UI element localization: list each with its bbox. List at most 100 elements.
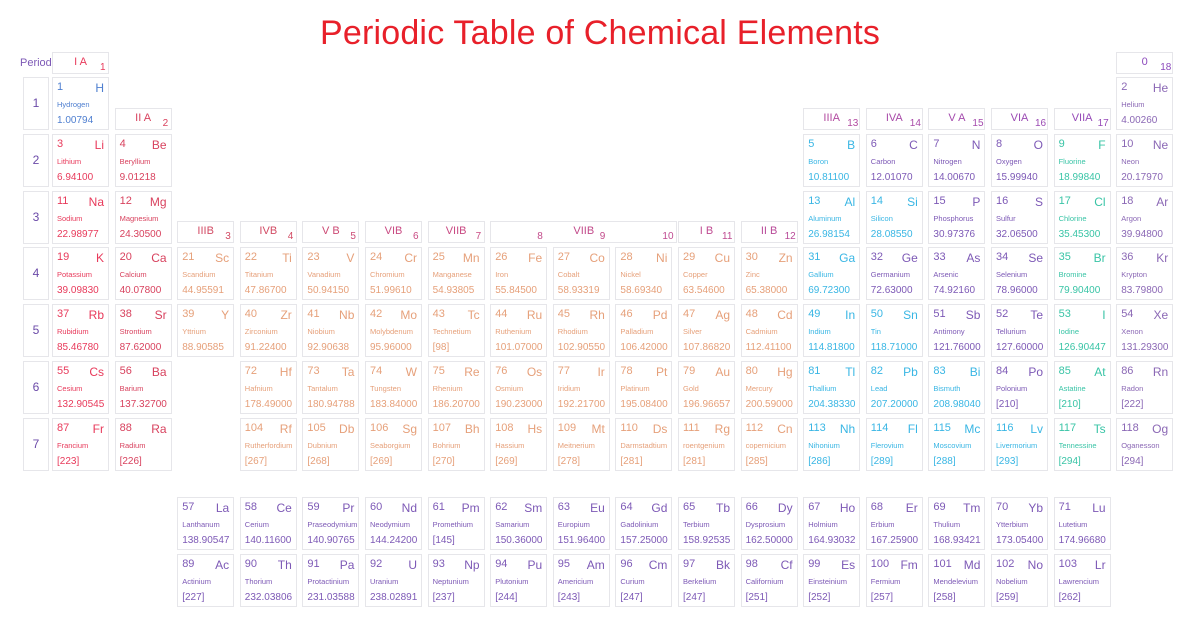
- element-cell-kr[interactable]: 36 Kr Krypton 83.79800: [1116, 247, 1174, 301]
- element-cell-bi[interactable]: 83 Bi Bismuth 208.98040: [928, 361, 986, 414]
- element-cell-rn[interactable]: 86 Rn Radon [222]: [1116, 361, 1174, 414]
- element-cell-cl[interactable]: 17 Cl Chlorine 35.45300: [1053, 190, 1111, 244]
- element-cell-p[interactable]: 15 P Phosphorus 30.97376: [928, 190, 986, 244]
- element-cell-nb[interactable]: 41 Nb Niobium 92.90638: [302, 304, 360, 358]
- element-cell-og[interactable]: 118 Og Oganesson [294]: [1116, 417, 1174, 471]
- element-cell-sr[interactable]: 38 Sr Strontium 87.62000: [114, 304, 172, 358]
- element-cell-mt[interactable]: 109 Mt Meitnerium [278]: [552, 417, 610, 471]
- element-cell-hs[interactable]: 108 Hs Hassium [269]: [490, 417, 548, 471]
- element-cell-lr[interactable]: 103 Lr Lawrencium [262]: [1053, 554, 1111, 607]
- element-cell-na[interactable]: 11 Na Sodium 22.98977: [52, 190, 109, 244]
- element-cell-th[interactable]: 90 Th Thorium 232.03806: [239, 554, 297, 607]
- element-cell-po[interactable]: 84 Po Polonium [210]: [991, 361, 1048, 414]
- element-cell-w[interactable]: 74 W Tungsten 183.84000: [365, 361, 422, 414]
- element-cell-ts[interactable]: 117 Ts Tennessine [294]: [1053, 417, 1111, 471]
- element-cell-te[interactable]: 52 Te Tellurium 127.60000: [991, 304, 1048, 358]
- element-cell-bh[interactable]: 107 Bh Bohrium [270]: [427, 417, 485, 471]
- element-cell-ac[interactable]: 89 Ac Actinium [227]: [177, 554, 235, 607]
- element-cell-v[interactable]: 23 V Vanadium 50.94150: [302, 247, 360, 301]
- element-cell-md[interactable]: 101 Md Mendelevium [258]: [928, 554, 986, 607]
- element-cell-sn[interactable]: 50 Sn Tin 118.71000: [865, 304, 923, 358]
- element-cell-fm[interactable]: 100 Fm Fermium [257]: [865, 554, 923, 607]
- element-cell-la[interactable]: 57 La Lanthanum 138.90547: [177, 497, 235, 550]
- element-cell-pu[interactable]: 94 Pu Plutonium [244]: [490, 554, 548, 607]
- element-cell-es[interactable]: 99 Es Einsteinium [252]: [803, 554, 861, 607]
- element-cell-sb[interactable]: 51 Sb Antimony 121.76000: [928, 304, 986, 358]
- element-cell-sm[interactable]: 62 Sm Samarium 150.36000: [490, 497, 548, 550]
- element-cell-he[interactable]: 2 He Helium 4.00260: [1116, 77, 1174, 130]
- element-cell-am[interactable]: 95 Am Americium [243]: [552, 554, 610, 607]
- element-cell-be[interactable]: 4 Be Beryllium 9.01218: [114, 133, 172, 187]
- element-cell-sc[interactable]: 21 Sc Scandium 44.95591: [177, 247, 235, 301]
- element-cell-fr[interactable]: 87 Fr Francium [223]: [52, 417, 109, 471]
- element-cell-mo[interactable]: 42 Mo Molybdenum 95.96000: [365, 304, 422, 358]
- element-cell-ra[interactable]: 88 Ra Radium [226]: [114, 417, 172, 471]
- element-cell-rh[interactable]: 45 Rh Rhodium 102.90550: [552, 304, 610, 358]
- element-cell-sg[interactable]: 106 Sg Seaborgium [269]: [365, 417, 422, 471]
- element-cell-dy[interactable]: 66 Dy Dysprosium 162.50000: [740, 497, 798, 550]
- element-cell-u[interactable]: 92 U Uranium 238.02891: [365, 554, 422, 607]
- element-cell-gd[interactable]: 64 Gd Gadolinium 157.25000: [615, 497, 673, 550]
- element-cell-si[interactable]: 14 Si Silicon 28.08550: [865, 190, 923, 244]
- element-cell-ge[interactable]: 32 Ge Germanium 72.63000: [865, 247, 923, 301]
- element-cell-ca[interactable]: 20 Ca Calcium 40.07800: [114, 247, 172, 301]
- element-cell-al[interactable]: 13 Al Aluminum 26.98154: [803, 190, 861, 244]
- element-cell-s[interactable]: 16 S Sulfur 32.06500: [991, 190, 1048, 244]
- element-cell-k[interactable]: 19 K Potassium 39.09830: [52, 247, 109, 301]
- element-cell-o[interactable]: 8 O Oxygen 15.99940: [991, 133, 1048, 187]
- element-cell-i[interactable]: 53 I Iodine 126.90447: [1053, 304, 1111, 358]
- element-cell-hg[interactable]: 80 Hg Mercury 200.59000: [740, 361, 798, 414]
- element-cell-pm[interactable]: 61 Pm Promethium [145]: [427, 497, 485, 550]
- element-cell-ni[interactable]: 28 Ni Nickel 58.69340: [615, 247, 673, 301]
- element-cell-fe[interactable]: 26 Fe Iron 55.84500: [490, 247, 548, 301]
- element-cell-mg[interactable]: 12 Mg Magnesium 24.30500: [114, 190, 172, 244]
- element-cell-h[interactable]: 1 H Hydrogen 1.00794: [52, 77, 109, 130]
- element-cell-ho[interactable]: 67 Ho Holmium 164.93032: [803, 497, 861, 550]
- element-cell-mc[interactable]: 115 Mc Moscovium [288]: [928, 417, 986, 471]
- element-cell-ce[interactable]: 58 Ce Cerium 140.11600: [239, 497, 297, 550]
- element-cell-ta[interactable]: 73 Ta Tantalum 180.94788: [302, 361, 360, 414]
- element-cell-no[interactable]: 102 No Nobelium [259]: [991, 554, 1048, 607]
- element-cell-re[interactable]: 75 Re Rhenium 186.20700: [427, 361, 485, 414]
- element-cell-nh[interactable]: 113 Nh Nihonium [286]: [803, 417, 861, 471]
- element-cell-in[interactable]: 49 In Indium 114.81800: [803, 304, 861, 358]
- element-cell-pa[interactable]: 91 Pa Protactinium 231.03588: [302, 554, 360, 607]
- element-cell-zn[interactable]: 30 Zn Zinc 65.38000: [740, 247, 798, 301]
- element-cell-c[interactable]: 6 C Carbon 12.01070: [865, 133, 923, 187]
- element-cell-pd[interactable]: 46 Pd Palladium 106.42000: [615, 304, 673, 358]
- element-cell-br[interactable]: 35 Br Bromine 79.90400: [1053, 247, 1111, 301]
- element-cell-np[interactable]: 93 Np Neptunium [237]: [427, 554, 485, 607]
- element-cell-tl[interactable]: 81 Tl Thallium 204.38330: [803, 361, 861, 414]
- element-cell-ar[interactable]: 18 Ar Argon 39.94800: [1116, 190, 1174, 244]
- element-cell-at[interactable]: 85 At Astatine [210]: [1053, 361, 1111, 414]
- element-cell-cs[interactable]: 55 Cs Cesium 132.90545: [52, 361, 109, 414]
- element-cell-b[interactable]: 5 B Boron 10.81100: [803, 133, 861, 187]
- element-cell-se[interactable]: 34 Se Selenium 78.96000: [991, 247, 1048, 301]
- element-cell-ag[interactable]: 47 Ag Silver 107.86820: [678, 304, 735, 358]
- element-cell-as[interactable]: 33 As Arsenic 74.92160: [928, 247, 986, 301]
- element-cell-db[interactable]: 105 Db Dubnium [268]: [302, 417, 360, 471]
- element-cell-rb[interactable]: 37 Rb Rubidium 85.46780: [52, 304, 109, 358]
- element-cell-cd[interactable]: 48 Cd Cadmium 112.41100: [740, 304, 798, 358]
- element-cell-cr[interactable]: 24 Cr Chromium 51.99610: [365, 247, 422, 301]
- element-cell-ga[interactable]: 31 Ga Gallium 69.72300: [803, 247, 861, 301]
- element-cell-nd[interactable]: 60 Nd Neodymium 144.24200: [365, 497, 422, 550]
- element-cell-rf[interactable]: 104 Rf Rutherfordium [267]: [239, 417, 297, 471]
- element-cell-yb[interactable]: 70 Yb Ytterbium 173.05400: [991, 497, 1048, 550]
- element-cell-rg[interactable]: 111 Rg roentgenium [281]: [678, 417, 735, 471]
- element-cell-f[interactable]: 9 F Fluorine 18.99840: [1053, 133, 1111, 187]
- element-cell-fl[interactable]: 114 Fl Flerovium [289]: [865, 417, 923, 471]
- element-cell-ba[interactable]: 56 Ba Barium 137.32700: [114, 361, 172, 414]
- element-cell-os[interactable]: 76 Os Osmium 190.23000: [490, 361, 548, 414]
- element-cell-bk[interactable]: 97 Bk Berkelium [247]: [678, 554, 735, 607]
- element-cell-pt[interactable]: 78 Pt Platinum 195.08400: [615, 361, 673, 414]
- element-cell-ds[interactable]: 110 Ds Darmstadtium [281]: [615, 417, 673, 471]
- element-cell-eu[interactable]: 63 Eu Europium 151.96400: [552, 497, 610, 550]
- element-cell-tb[interactable]: 65 Tb Terbium 158.92535: [678, 497, 735, 550]
- element-cell-ru[interactable]: 44 Ru Ruthenium 101.07000: [490, 304, 548, 358]
- element-cell-cf[interactable]: 98 Cf Californium [251]: [740, 554, 798, 607]
- element-cell-lv[interactable]: 116 Lv Livermorium [293]: [991, 417, 1048, 471]
- element-cell-pr[interactable]: 59 Pr Praseodymium 140.90765: [302, 497, 360, 550]
- element-cell-tm[interactable]: 69 Tm Thulium 168.93421: [928, 497, 986, 550]
- element-cell-cm[interactable]: 96 Cm Curium [247]: [615, 554, 673, 607]
